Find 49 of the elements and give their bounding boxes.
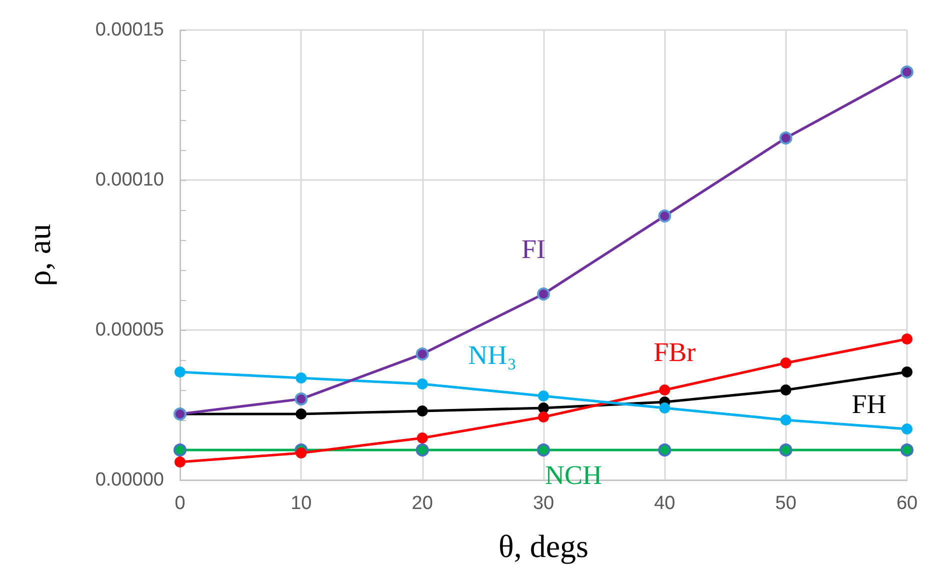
point (900, 444, 914, 456)
point (416, 444, 429, 456)
series-label: NH₃ (468, 340, 517, 370)
y-tick-label: 0.00005 (95, 320, 164, 340)
point (658, 444, 672, 456)
x-tick-label: 60 (896, 493, 918, 514)
point (416, 348, 429, 360)
series-label: FH (852, 389, 886, 419)
point (416, 432, 428, 444)
point (659, 402, 670, 414)
point (902, 424, 912, 434)
point (174, 444, 186, 456)
point (296, 372, 307, 384)
x-tick-label: 10 (290, 493, 312, 514)
point (902, 366, 912, 378)
point (658, 210, 672, 222)
point (416, 378, 428, 390)
point (416, 406, 428, 416)
x-tick-label: 40 (654, 493, 676, 514)
point (780, 384, 792, 396)
y-axis-title: ρ, au (21, 224, 57, 286)
point (294, 392, 308, 406)
series-label: FBr (654, 337, 696, 367)
point (780, 358, 792, 368)
point (174, 366, 186, 378)
point (538, 390, 549, 402)
x-axis-title: θ, degs (498, 528, 588, 564)
point (537, 288, 550, 300)
x-tick-label: 0 (174, 493, 186, 514)
point (538, 402, 549, 414)
series-label: NCH (544, 460, 602, 490)
y-tick-label: 0.00015 (95, 20, 164, 40)
point (902, 334, 912, 344)
x-tick-label: 50 (775, 493, 796, 514)
series-label: FI (521, 234, 546, 264)
point (659, 384, 670, 396)
x-tick-label: 20 (412, 493, 433, 514)
point (779, 132, 792, 144)
point (779, 444, 792, 456)
point (296, 408, 307, 420)
point (537, 444, 550, 456)
point (296, 448, 307, 458)
point (174, 456, 186, 468)
point (900, 66, 914, 78)
x-tick-label: 30 (532, 493, 554, 514)
point (538, 412, 549, 422)
y-tick-label: 0.00010 (95, 170, 164, 190)
y-tick-label: 0.00000 (95, 470, 164, 490)
point (780, 414, 792, 426)
